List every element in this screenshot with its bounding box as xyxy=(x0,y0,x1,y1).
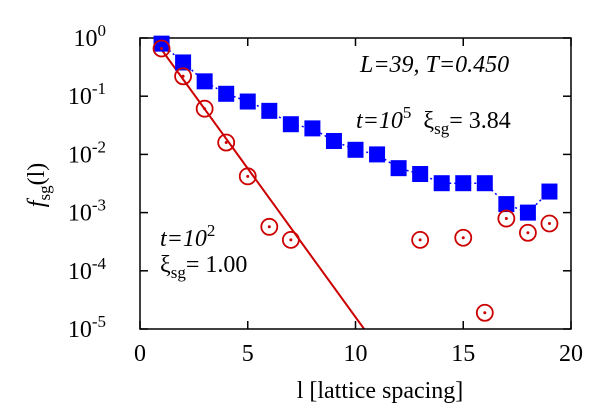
square-marker xyxy=(412,166,429,183)
square-marker xyxy=(476,175,493,192)
square-marker xyxy=(498,196,515,213)
circle-marker xyxy=(152,39,171,58)
circle-marker xyxy=(238,167,257,186)
xi-value: = 1.00 xyxy=(186,252,248,278)
square-marker xyxy=(390,160,407,177)
square-marker xyxy=(175,54,192,71)
t-text: t=10 xyxy=(160,226,207,252)
annotation-info: L=39, T=0.450 xyxy=(359,52,509,78)
t-exp: 5 xyxy=(403,103,412,122)
y-tick-base: 10 xyxy=(68,317,92,343)
xi: ξ xyxy=(160,252,171,278)
t-text: t=10 xyxy=(356,108,403,134)
x-tick-label: 15 xyxy=(451,341,475,367)
y-tick-label: 10-4 xyxy=(68,254,107,285)
square-marker xyxy=(519,204,536,221)
xi: ξ xyxy=(423,108,434,134)
y-tick-label: 10-1 xyxy=(68,79,106,110)
y-tick-exp: 0 xyxy=(98,21,107,40)
t-exp: 2 xyxy=(207,221,216,240)
y-axis-label: fsg(l) xyxy=(24,163,54,207)
circle-dot xyxy=(224,141,228,145)
xi-sub: sg xyxy=(171,263,187,282)
circle-dot xyxy=(483,311,487,315)
y-label-sub: sg xyxy=(35,185,54,201)
y-tick-exp: -4 xyxy=(92,254,107,273)
y-tick-base: 10 xyxy=(68,142,92,168)
circle-dot xyxy=(461,236,465,240)
circle-dot xyxy=(289,238,293,242)
square-marker xyxy=(218,85,235,102)
series-line xyxy=(156,43,365,329)
y-tick-base: 10 xyxy=(68,259,92,285)
square-marker xyxy=(239,93,256,110)
y-tick-exp: -2 xyxy=(92,137,106,156)
y-tick-base: 10 xyxy=(74,26,98,52)
circle-marker xyxy=(411,230,430,249)
square-marker xyxy=(347,141,364,158)
y-label-arg: (l) xyxy=(24,163,50,186)
y-tick-exp: -5 xyxy=(92,312,106,331)
square-marker xyxy=(433,175,450,192)
circle-marker xyxy=(497,209,516,228)
x-tick-label: 10 xyxy=(344,341,368,367)
circle-dot xyxy=(504,217,508,221)
x-tick-label: 5 xyxy=(242,341,254,367)
square-marker xyxy=(325,132,342,149)
circle-marker xyxy=(281,230,300,249)
frame xyxy=(139,37,572,330)
y-tick-exp: -3 xyxy=(92,196,106,215)
circle-marker xyxy=(195,99,214,118)
circle-dot xyxy=(203,107,207,111)
y-tick-label: 10-5 xyxy=(68,312,106,343)
circle-dot xyxy=(526,231,530,235)
x-tick-label: 0 xyxy=(134,341,146,367)
y-tick-label: 100 xyxy=(74,21,107,52)
circle-marker xyxy=(519,223,537,242)
xi-sub: sg xyxy=(434,119,450,138)
y-tick-label: 10-2 xyxy=(68,137,106,168)
circle-dot xyxy=(267,225,271,229)
circle-dot xyxy=(160,47,164,51)
circle-marker xyxy=(475,303,494,322)
square-marker xyxy=(541,183,558,200)
annotation-short-t: t=102 xyxy=(160,221,215,252)
circle-marker xyxy=(260,217,279,236)
y-label-f: f xyxy=(24,197,50,207)
circle-marker xyxy=(217,133,236,152)
x-axis-label: l [lattice spacing] xyxy=(297,378,464,404)
circle-dot xyxy=(418,238,422,242)
circle-marker xyxy=(454,228,473,247)
y-tick-base: 10 xyxy=(68,201,92,227)
square-marker xyxy=(282,116,299,133)
square-marker xyxy=(369,146,386,163)
x-tick-label: 20 xyxy=(559,341,583,367)
circle-marker xyxy=(174,67,193,86)
xi-value: = 3.84 xyxy=(449,108,511,134)
annotation-long: t=105 ξsg= 3.84 xyxy=(356,103,511,138)
square-marker xyxy=(153,35,170,52)
circle-dot xyxy=(246,174,250,178)
circle-dot xyxy=(181,74,185,78)
square-marker xyxy=(196,73,213,90)
circle-dot xyxy=(547,221,551,225)
square-marker xyxy=(261,102,278,119)
circle-marker xyxy=(540,214,559,233)
y-tick-label: 10-3 xyxy=(68,196,106,227)
square-marker xyxy=(455,175,472,192)
square-marker xyxy=(304,120,321,137)
y-tick-exp: -1 xyxy=(92,79,106,98)
annotation-short-xi: ξsg= 1.00 xyxy=(160,252,247,282)
y-tick-base: 10 xyxy=(68,84,92,110)
